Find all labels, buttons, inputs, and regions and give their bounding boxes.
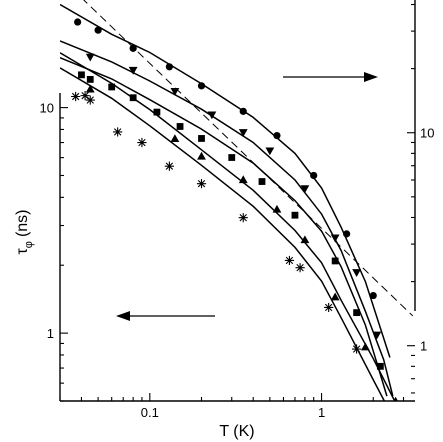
point-asterisk — [85, 95, 95, 105]
point-triangle-down — [170, 88, 180, 96]
axis-arrows — [116, 72, 378, 321]
y-axis-label-left: τφ (ns) — [14, 209, 35, 254]
point-triangle-down — [265, 147, 275, 156]
point-triangle-down — [352, 269, 362, 277]
point-square — [86, 76, 94, 83]
y-left-tick-label: 1 — [47, 326, 54, 341]
point-square — [291, 211, 299, 219]
point-circle — [129, 44, 137, 52]
point-triangle-up — [360, 342, 370, 351]
point-asterisk — [137, 137, 147, 148]
point-square — [228, 154, 236, 161]
point-triangle-up — [300, 235, 310, 244]
y-label-tau: τ — [14, 248, 31, 255]
y-label-phi: φ — [23, 241, 35, 248]
point-circle — [74, 18, 82, 26]
fit-curves — [60, 3, 396, 401]
point-triangle-down — [207, 111, 217, 120]
point-square — [176, 123, 184, 130]
point-square — [129, 94, 137, 102]
point-square — [108, 83, 116, 91]
point-asterisk — [295, 263, 305, 273]
point-triangle-up — [238, 175, 248, 184]
point-asterisk — [196, 179, 207, 189]
arrow-left-head — [116, 311, 130, 321]
fit-curve-asterisk — [60, 67, 386, 401]
point-circle — [94, 26, 102, 34]
plot-area — [60, 0, 414, 401]
y-label-unit: (ns) — [14, 209, 31, 237]
fit-curve-circle — [60, 3, 391, 358]
point-triangle-down — [128, 66, 138, 75]
point-square — [258, 178, 266, 185]
fit-curve-triangle-down — [60, 40, 394, 397]
point-circle — [239, 107, 247, 115]
point-triangle-up — [85, 84, 95, 93]
point-triangle-down — [330, 234, 340, 243]
point-triangle-up — [393, 396, 399, 401]
point-square — [376, 362, 384, 370]
point-triangle-up — [272, 204, 282, 213]
point-asterisk — [113, 127, 123, 137]
x-tick-label: 1 — [318, 405, 325, 420]
arrow-right-head — [364, 72, 378, 82]
point-asterisk — [164, 161, 174, 171]
point-triangle-up — [197, 151, 206, 160]
x-tick-label: 0.1 — [141, 405, 159, 420]
axes: 0.1 1 1 10 1 10 — [40, 0, 434, 420]
point-triangle-down — [238, 129, 248, 137]
fit-curve-square — [60, 57, 388, 397]
point-asterisk — [324, 302, 334, 313]
point-square — [353, 309, 361, 317]
point-triangle-down — [85, 53, 95, 62]
point-square — [198, 135, 205, 142]
point-circle — [165, 63, 173, 71]
point-triangle-down — [372, 331, 382, 340]
point-asterisk — [71, 91, 81, 102]
point-asterisk — [284, 255, 295, 266]
point-triangle-down — [300, 185, 310, 194]
point-asterisk — [238, 213, 248, 223]
point-triangle-up — [170, 134, 180, 143]
y-right-tick-label: 1 — [420, 339, 427, 354]
point-square — [331, 257, 339, 265]
point-asterisk — [352, 344, 362, 354]
point-circle — [369, 291, 377, 300]
point-circle — [343, 230, 351, 238]
point-square — [78, 71, 85, 79]
y-right-tick-label: 10 — [420, 126, 434, 141]
point-circle — [197, 82, 206, 90]
data-points — [71, 18, 399, 401]
x-axis-label: T (K) — [219, 423, 254, 440]
point-circle — [273, 131, 281, 140]
point-square — [153, 108, 161, 116]
y-left-tick-label: 10 — [40, 101, 54, 116]
svg-text:τφ(ns): τφ (ns) — [14, 209, 35, 254]
point-circle — [310, 171, 318, 180]
point-asterisk — [80, 91, 90, 101]
point-triangle-up — [330, 292, 340, 301]
